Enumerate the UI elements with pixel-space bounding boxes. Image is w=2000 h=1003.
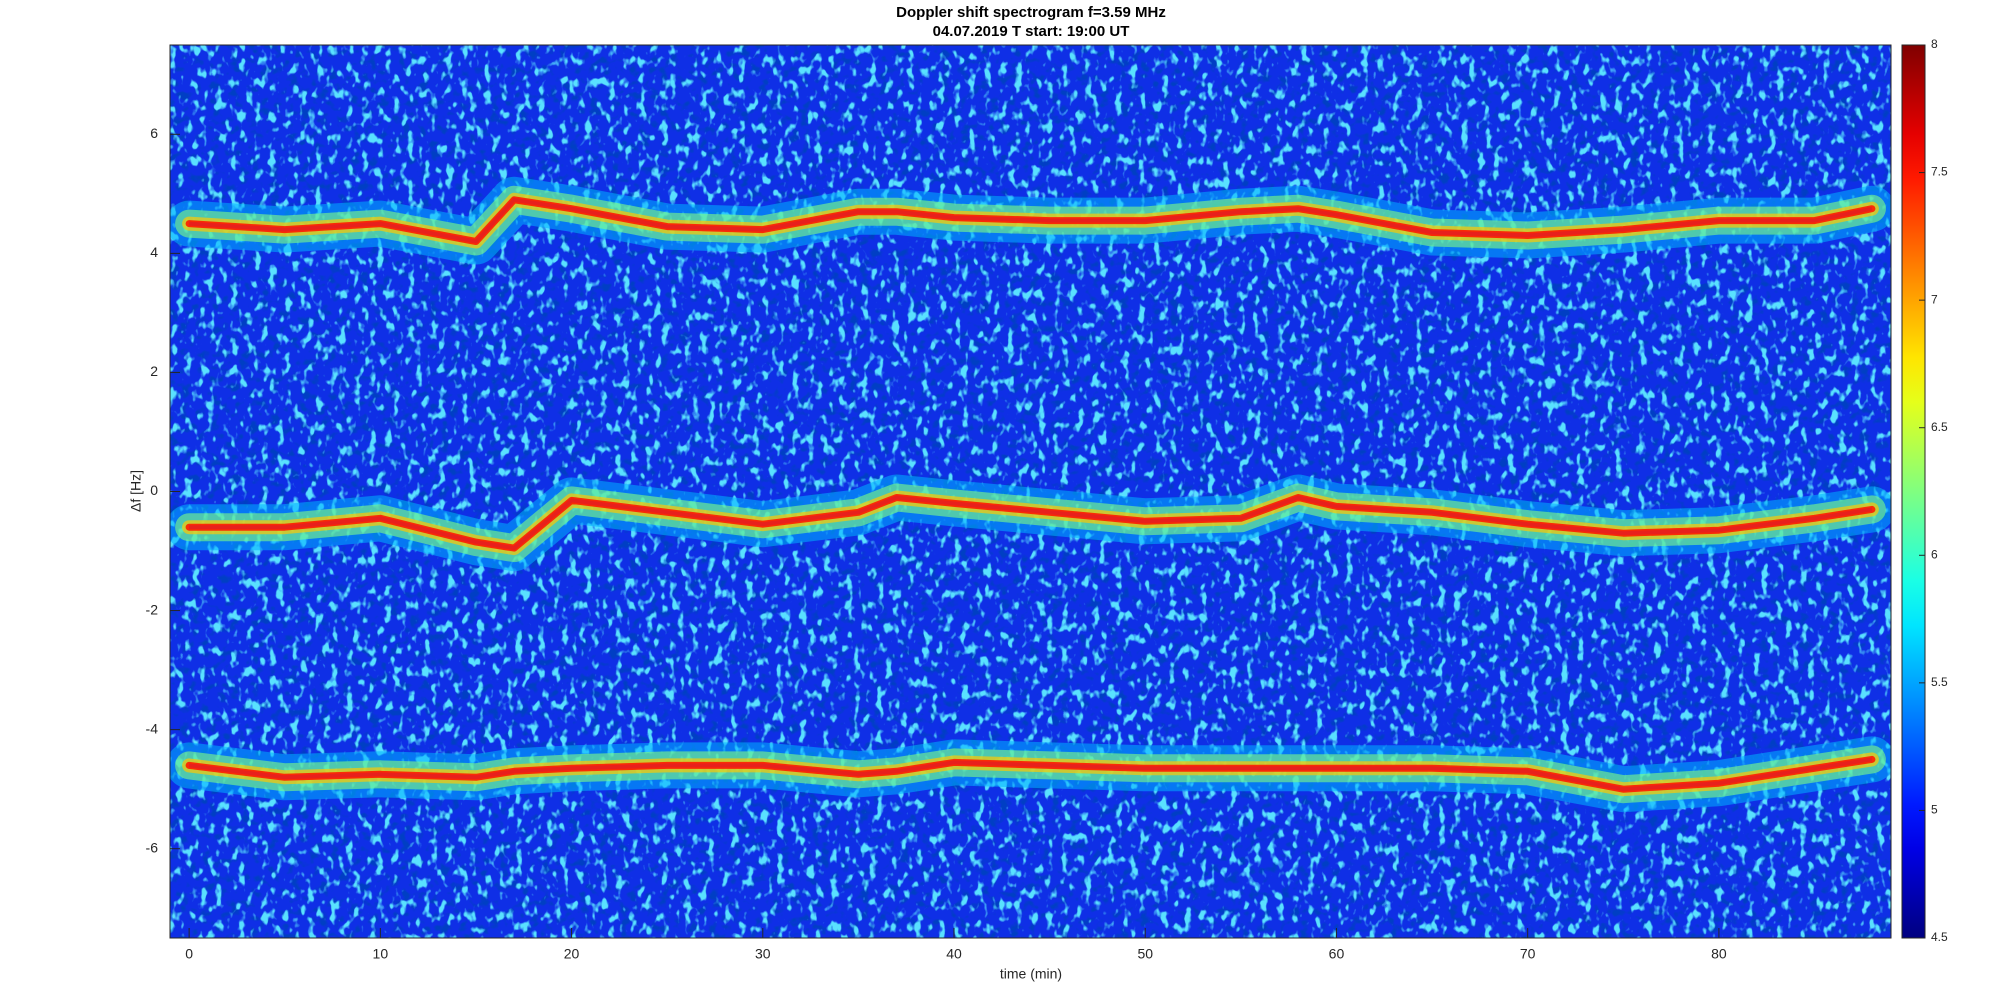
x-tick-label: 0 — [185, 946, 193, 962]
colorbar-tick-label: 7 — [1931, 292, 1938, 306]
colorbar-tick-label: 6.5 — [1931, 420, 1948, 434]
traces — [170, 176, 1891, 813]
colorbar-tick-label: 5.5 — [1931, 675, 1948, 689]
y-tick-label: 4 — [150, 244, 158, 260]
colorbar-tick-label: 5 — [1931, 803, 1938, 817]
y-tick-label: 0 — [150, 482, 158, 498]
x-tick-label: 20 — [564, 946, 580, 962]
x-tick-label: 40 — [946, 946, 962, 962]
y-axis-label: Δf [Hz] — [128, 470, 144, 512]
y-tick-label: -6 — [146, 839, 159, 855]
y-tick-label: -2 — [146, 601, 159, 617]
x-tick-label: 30 — [755, 946, 771, 962]
chart-title: Doppler shift spectrogram f=3.59 MHz — [896, 4, 1166, 21]
trace — [189, 495, 1873, 551]
x-tick-label: 80 — [1711, 946, 1727, 962]
chart-subtitle: 04.07.2019 T start: 19:00 UT — [933, 23, 1130, 40]
x-tick-label: 50 — [1137, 946, 1153, 962]
trace — [188, 757, 1873, 792]
colorbar — [1901, 44, 1926, 939]
colorbar-tick-label: 4.5 — [1931, 930, 1948, 944]
y-tick-label: -4 — [146, 720, 159, 736]
x-tick-label: 70 — [1520, 946, 1536, 962]
colorbar-tick-label: 6 — [1931, 547, 1938, 561]
y-tick-label: 6 — [150, 125, 158, 141]
x-tick-label: 10 — [373, 946, 389, 962]
colorbar-tick-label: 7.5 — [1931, 165, 1948, 179]
x-tick-label: 60 — [1329, 946, 1345, 962]
colorbar-tick-label: 8 — [1931, 37, 1938, 51]
y-tick-label: 2 — [150, 363, 158, 379]
x-axis-label: time (min) — [1000, 966, 1062, 982]
trace — [188, 197, 1873, 244]
